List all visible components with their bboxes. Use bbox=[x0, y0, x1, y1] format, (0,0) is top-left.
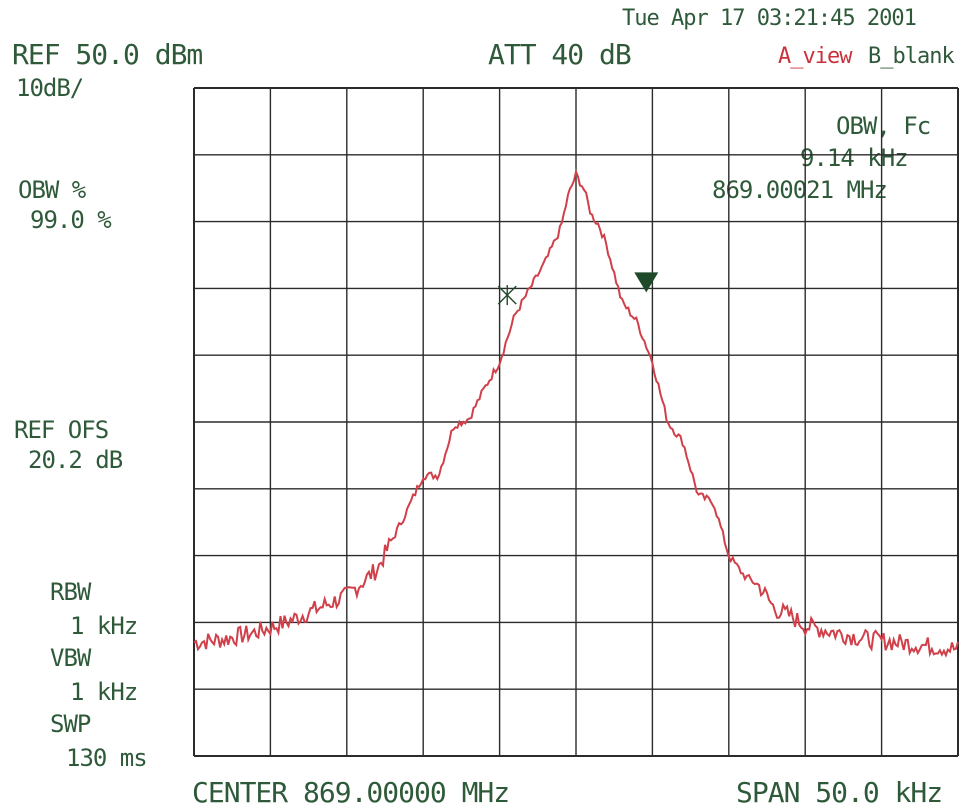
obw-bandwidth-value: 9.14 kHz bbox=[800, 144, 909, 172]
trace-a-state: A_view bbox=[778, 44, 852, 69]
obw-upper-marker bbox=[634, 272, 659, 293]
obw-markers bbox=[497, 272, 659, 306]
graticule bbox=[193, 87, 959, 757]
ref-offset-value: 20.2 dB bbox=[28, 446, 123, 474]
timestamp: Tue Apr 17 03:21:45 2001 bbox=[622, 6, 917, 31]
trace-b-state: B_blank bbox=[868, 44, 955, 69]
attenuation: ATT 40 dB bbox=[488, 38, 632, 71]
obw-center-frequency: 869.00021 MHz bbox=[712, 176, 888, 204]
center-frequency: CENTER 869.00000 MHz bbox=[192, 776, 510, 809]
scale-per-div: 10dB/ bbox=[16, 74, 84, 102]
obw-percent-value: 99.0 % bbox=[30, 206, 112, 234]
ref-level: REF 50.0 dBm bbox=[12, 38, 203, 71]
sweep-label: SWP bbox=[50, 710, 91, 738]
ref-offset-label: REF OFS bbox=[14, 416, 109, 444]
vbw-label: VBW bbox=[50, 644, 91, 672]
frequency-span: SPAN 50.0 kHz bbox=[736, 776, 943, 809]
obw-percent-label: OBW % bbox=[18, 176, 86, 204]
obw-lower-marker bbox=[497, 285, 517, 306]
sweep-value: 130 ms bbox=[66, 744, 148, 772]
rbw-value: 1 kHz bbox=[70, 612, 138, 640]
rbw-label: RBW bbox=[50, 578, 91, 606]
spectrum-trace bbox=[193, 168, 959, 658]
vbw-value: 1 kHz bbox=[70, 678, 138, 706]
